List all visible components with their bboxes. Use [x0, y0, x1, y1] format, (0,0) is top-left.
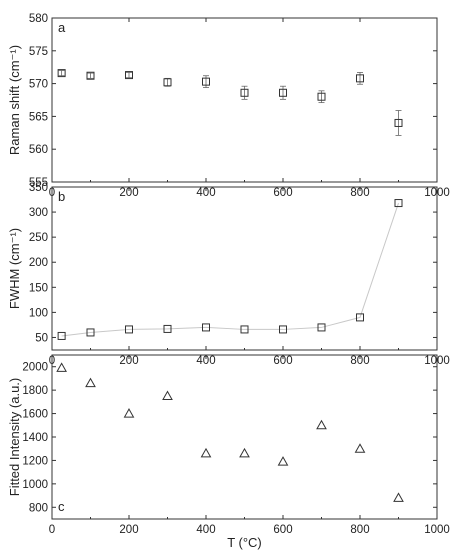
y-tick-label: 50 — [35, 332, 48, 344]
x-tick-label: 800 — [350, 524, 369, 536]
data-point — [317, 92, 326, 101]
x-tick-label: 200 — [119, 355, 138, 367]
y-tick-label: 200 — [29, 257, 48, 269]
x-tick-label: 600 — [273, 524, 292, 536]
y-tick-label: 2000 — [22, 362, 48, 374]
data-point — [86, 71, 95, 80]
x-tick-label: 400 — [196, 187, 215, 199]
data-point — [163, 324, 172, 333]
plot-frame — [51, 354, 438, 520]
data-point — [240, 88, 249, 97]
data-point — [162, 390, 173, 400]
plot-frame — [51, 17, 438, 183]
y-tick-label: 1600 — [22, 409, 48, 421]
x-tick-label: 800 — [350, 187, 369, 199]
panel-a: 0 200 400 600 800 1000555560565570575580Raman… — [7, 13, 450, 199]
data-point — [57, 69, 66, 78]
data-point — [202, 77, 210, 86]
y-tick-label: 1800 — [22, 385, 48, 397]
data-point — [56, 362, 67, 372]
y-tick-label: 1400 — [22, 432, 48, 444]
data-point — [317, 323, 326, 332]
y-tick-label: 575 — [29, 46, 48, 58]
y-tick-label: 100 — [29, 307, 48, 319]
y-axis-title: Fitted Intensity (a.u.) — [7, 378, 22, 497]
data-point — [200, 447, 212, 458]
panel-letter: c — [58, 499, 65, 514]
data-point — [394, 118, 403, 127]
y-tick-label: 1000 — [22, 479, 48, 491]
x-tick-label: 400 — [196, 524, 215, 536]
data-point — [394, 199, 403, 208]
y-tick-label: 555 — [29, 177, 48, 189]
y-tick-label: 570 — [29, 79, 48, 91]
data-point — [356, 74, 364, 83]
data-point — [163, 78, 172, 87]
x-tick-label: 800 — [350, 355, 369, 367]
data-point — [356, 313, 364, 322]
x-axis-title: T (°C) — [227, 535, 262, 550]
y-tick-label: 300 — [29, 207, 48, 219]
data-point — [239, 447, 250, 458]
x-tick-label: 0 — [49, 524, 55, 536]
data-point — [354, 443, 366, 453]
y-tick-label: 800 — [29, 502, 48, 514]
data-point — [57, 331, 66, 340]
y-tick-label: 580 — [29, 13, 48, 25]
data-point — [277, 456, 289, 466]
panel-c: 0 200 400 600 800 1000 800 1000 1200 1400 1600 1800… — [7, 354, 450, 550]
y-tick-label: 560 — [29, 144, 48, 156]
data-point — [123, 408, 135, 418]
data-point — [393, 492, 404, 502]
panel-letter: a — [58, 20, 66, 35]
y-tick-label: 565 — [29, 111, 48, 123]
data-point — [279, 88, 287, 97]
y-axis-title: FWHM (cm⁻¹) — [7, 228, 22, 309]
x-tick-label: 600 — [273, 187, 292, 199]
data-point — [202, 323, 210, 332]
data-point — [85, 377, 96, 388]
x-tick-label: 200 — [119, 524, 138, 536]
y-tick-label: 350 — [29, 182, 48, 194]
x-tick-label: 1000 — [424, 524, 450, 536]
data-point — [240, 325, 249, 334]
y-tick-label: 250 — [29, 232, 48, 244]
series-line — [61, 202, 399, 337]
y-tick-label: 1200 — [22, 455, 48, 467]
data-point — [279, 325, 287, 334]
data-point — [125, 325, 133, 334]
panel-letter: b — [58, 189, 65, 204]
x-tick-label: 600 — [273, 355, 292, 367]
x-tick-label: 200 — [119, 187, 138, 199]
data-point — [86, 328, 95, 337]
x-tick-label: 400 — [196, 355, 215, 367]
data-point — [316, 419, 327, 430]
data-point — [125, 71, 133, 80]
y-axis-title: Raman shift (cm⁻¹) — [7, 45, 22, 155]
panel-b: 0 200 400 600 800 100050100150200250300350FWH… — [7, 182, 450, 367]
y-tick-label: 150 — [29, 282, 48, 294]
